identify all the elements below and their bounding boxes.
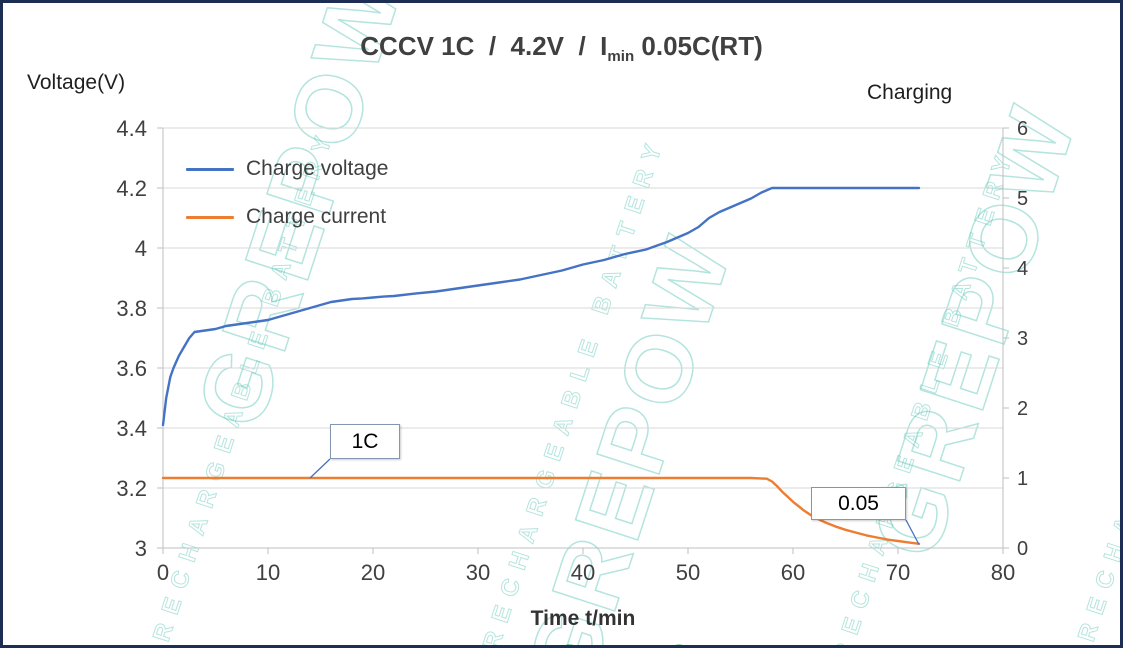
annotation-005-callout: 0.05 [811, 487, 906, 520]
legend: Charge voltage Charge current [186, 145, 388, 241]
chart-title: CCCV 1C / 4.2V / Imin 0.05C(RT) [3, 31, 1120, 65]
left-axis-title: Voltage(V) [27, 71, 126, 94]
legend-item-charge-voltage: Charge voltage [186, 145, 388, 193]
svg-text:3: 3 [135, 536, 147, 561]
svg-text:10: 10 [256, 560, 280, 585]
legend-item-charge-current: Charge current [186, 193, 388, 241]
svg-text:1: 1 [1017, 468, 1028, 490]
svg-text:GREPOW: GREPOW [507, 221, 753, 645]
svg-text:0: 0 [1017, 538, 1028, 560]
svg-text:4: 4 [135, 236, 147, 261]
svg-text:4.2: 4.2 [116, 176, 147, 201]
charge-voltage-line-swatch [186, 167, 234, 171]
svg-text:60: 60 [781, 560, 805, 585]
svg-text:3.8: 3.8 [116, 296, 147, 321]
svg-text:4: 4 [1017, 258, 1028, 280]
chart-title-suffix: 0.05C(RT) [634, 31, 763, 61]
annotation-1c-callout: 1C [330, 424, 400, 459]
svg-text:50: 50 [676, 560, 700, 585]
svg-text:5: 5 [1017, 188, 1028, 210]
chart-title-subscript: min [607, 48, 635, 66]
svg-text:40: 40 [571, 560, 595, 585]
chart-title-prefix: CCCV 1C / 4.2V / I [360, 31, 608, 61]
svg-text:6: 6 [1017, 118, 1028, 140]
svg-text:70: 70 [886, 560, 910, 585]
svg-text:4.4: 4.4 [116, 116, 147, 141]
legend-label-charge-current: Charge current [246, 205, 387, 228]
legend-label-charge-voltage: Charge voltage [246, 157, 389, 180]
svg-text:2: 2 [1017, 398, 1028, 420]
svg-text:20: 20 [361, 560, 385, 585]
svg-text:30: 30 [466, 560, 490, 585]
svg-text:3.6: 3.6 [116, 356, 147, 381]
x-axis-title: Time t/min [530, 607, 636, 630]
svg-text:80: 80 [991, 560, 1015, 585]
svg-text:0: 0 [157, 560, 169, 585]
charge-current-line-swatch [186, 215, 234, 219]
svg-text:GREPOW: GREPOW [555, 637, 731, 645]
svg-text:RECHARGEABLE BATTERY: RECHARGEABLE BATTERY [1073, 123, 1120, 645]
svg-text:3.4: 3.4 [116, 416, 147, 441]
svg-text:3.2: 3.2 [116, 476, 147, 501]
svg-text:3: 3 [1017, 328, 1028, 350]
right-axis-title: Charging [867, 81, 953, 104]
